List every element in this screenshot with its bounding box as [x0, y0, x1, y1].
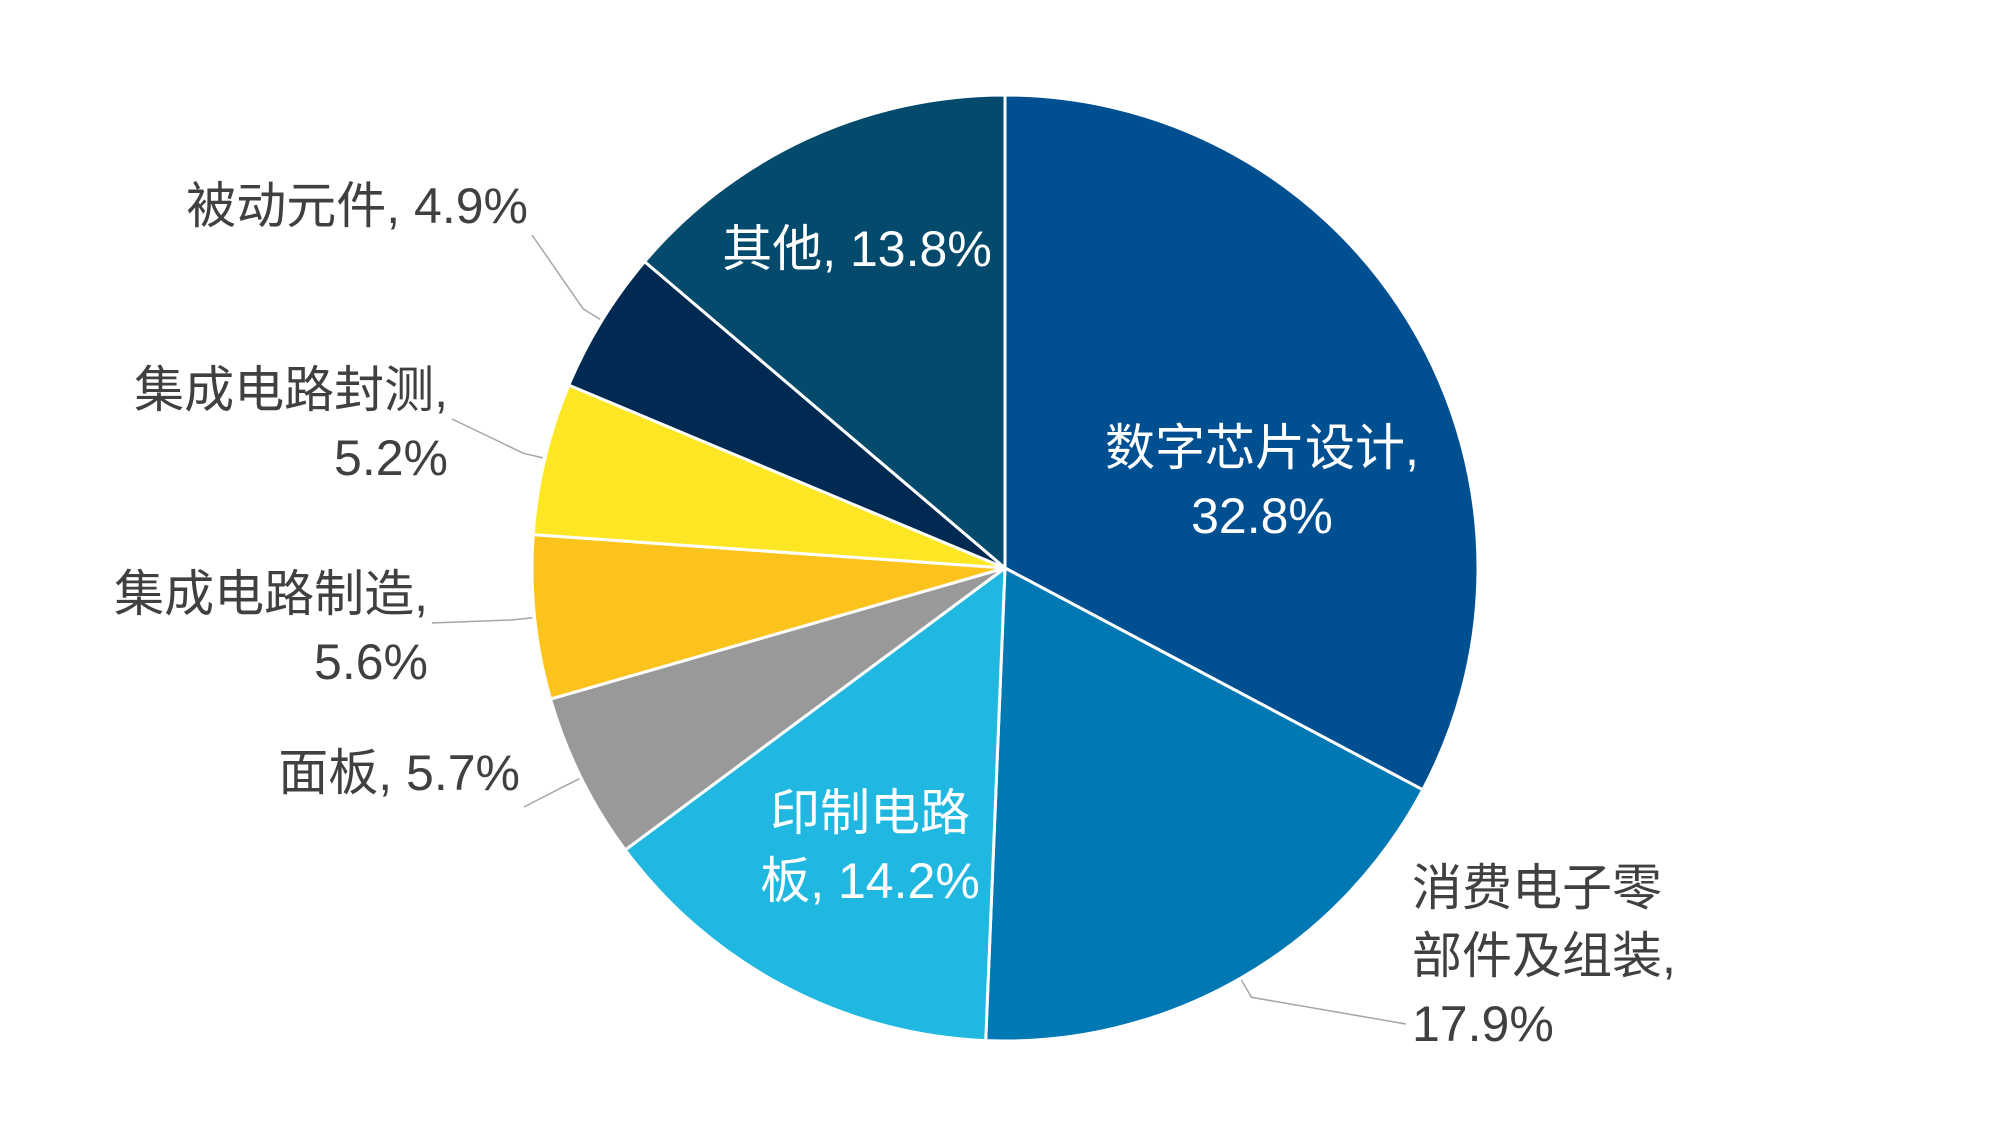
data-labels: 数字芯片设计, 32.8% 消费电子零部件及组装, 17.9% 印制电路板, 14.2%… — [114, 178, 1676, 1052]
leader-lines — [431, 234, 1407, 1025]
data-label-1-line-2: 32.8% — [1191, 488, 1333, 544]
pie-slice-4 — [549, 566, 1007, 852]
data-label-1-line-1: 数字芯片设计, — [1105, 420, 1419, 476]
data-label-5-line-1: 集成电路制造, — [114, 566, 428, 622]
data-label-7: 被动元件, 4.9% — [186, 178, 528, 234]
data-label-5-line-2: 5.6% — [314, 634, 428, 690]
data-label-2: 消费电子零部件及组装, 17.9% — [1412, 860, 1676, 1052]
data-label-4-line-1: 面板, 5.7% — [278, 745, 520, 801]
data-label-8-line-1: 其他, 13.8% — [722, 221, 992, 277]
leader-line-7 — [531, 234, 601, 321]
data-label-3-line-2: 板, 14.2% — [760, 853, 980, 909]
leader-line-2 — [1240, 979, 1407, 1025]
pie-slices — [530, 93, 1480, 1043]
data-label-1: 数字芯片设计, 32.8% — [1105, 420, 1419, 544]
data-label-6: 集成电路封测, 5.2% — [134, 362, 448, 486]
leader-line-5 — [431, 617, 533, 624]
leader-line-6 — [451, 418, 544, 459]
pie-slice-7 — [567, 260, 1007, 570]
pie-slice-3 — [623, 566, 1007, 1043]
pie-slice-6 — [531, 383, 1007, 570]
leader-line-4 — [523, 778, 580, 808]
data-label-2-line-3: 17.9% — [1412, 996, 1554, 1052]
data-label-3-line-1: 印制电路 — [770, 785, 970, 841]
data-label-4: 面板, 5.7% — [278, 745, 520, 801]
data-label-6-line-1: 集成电路封测, — [134, 362, 448, 418]
pie-slice-2 — [984, 566, 1425, 1043]
data-label-3: 印制电路板, 14.2% — [760, 785, 980, 909]
pie-slice-1 — [1003, 93, 1480, 792]
pie-slice-8 — [643, 93, 1007, 570]
data-label-6-line-2: 5.2% — [334, 430, 448, 486]
pie-slice-5 — [530, 533, 1007, 701]
data-label-8: 其他, 13.8% — [722, 221, 992, 277]
data-label-7-line-1: 被动元件, 4.9% — [186, 178, 528, 234]
data-label-2-line-2: 部件及组装, — [1412, 928, 1676, 984]
data-label-5: 集成电路制造, 5.6% — [114, 566, 428, 690]
data-label-2-line-1: 消费电子零 — [1412, 860, 1662, 916]
